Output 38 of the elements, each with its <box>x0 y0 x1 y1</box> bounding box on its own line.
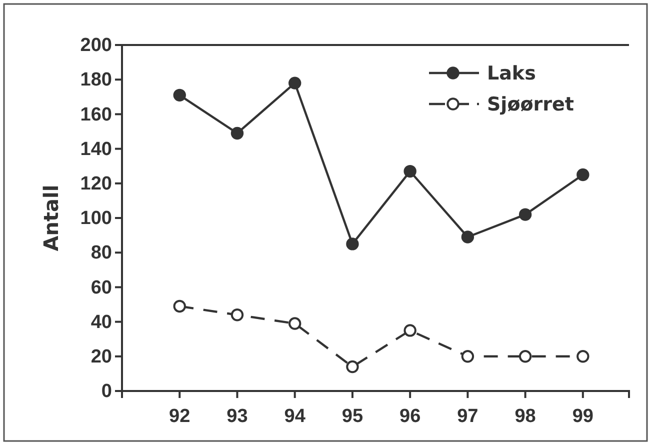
point <box>404 164 416 178</box>
x-tick-label: 96 <box>400 406 421 427</box>
point <box>230 308 244 322</box>
point <box>404 324 416 337</box>
x-tick-label: 93 <box>226 406 248 427</box>
point <box>288 317 302 330</box>
y-tick-label: 20 <box>90 346 112 368</box>
point <box>518 208 532 221</box>
y-tick-label: 100 <box>80 208 112 230</box>
point <box>346 360 359 374</box>
y-tick-label: 160 <box>80 104 112 126</box>
legend-label: Laks <box>487 62 536 85</box>
legend-label: Sjøørret <box>487 94 574 116</box>
y-tick-label: 40 <box>90 312 112 333</box>
y-tick-label: 140 <box>80 138 112 160</box>
point <box>461 230 474 244</box>
point <box>576 168 590 182</box>
y-axis-title: Antall <box>39 184 63 252</box>
x-tick-label: 92 <box>169 406 190 427</box>
x-tick-label: 94 <box>284 406 306 427</box>
y-tick-label: 60 <box>90 277 112 298</box>
x-tick-label: 95 <box>342 406 364 427</box>
point <box>518 350 532 363</box>
point <box>461 350 474 363</box>
x-tick-label: 97 <box>457 406 478 427</box>
point <box>346 238 359 250</box>
y-tick-label: 120 <box>80 173 112 194</box>
y-tick-label: 200 <box>80 35 112 56</box>
point <box>230 126 244 140</box>
y-tick-label: 180 <box>80 70 112 91</box>
point <box>173 300 186 313</box>
x-tick-label: 99 <box>572 406 594 427</box>
point <box>576 350 590 363</box>
point <box>173 88 186 102</box>
point <box>288 76 302 90</box>
y-tick-label: 80 <box>90 242 112 264</box>
x-tick-label: 98 <box>514 406 536 427</box>
y-tick-label: 0 <box>101 381 112 402</box>
